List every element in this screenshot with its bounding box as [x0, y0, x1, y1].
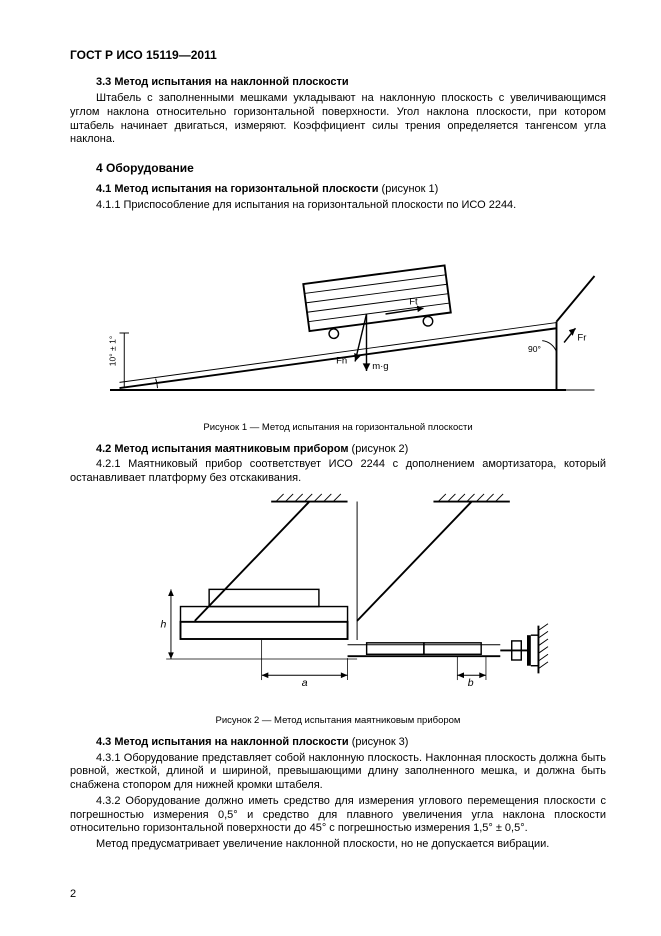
heading-4: 4 Оборудование: [70, 161, 606, 175]
heading-4-1-rest: (рисунок 1): [378, 183, 438, 195]
heading-4-2: 4.2 Метод испытания маятниковым прибором…: [70, 443, 606, 457]
fig1-fr-label: Fr: [577, 332, 586, 343]
figure-1: Ft m·g Fn 10° ± 1° 90° Fr: [70, 219, 606, 414]
fig1-angle-label: 10° ± 1°: [108, 335, 118, 366]
heading-4-3: 4.3 Метод испытания на наклонной плоскос…: [70, 736, 606, 750]
fig1-fn-label: Fn: [336, 355, 347, 366]
figure-2: h a b: [70, 492, 606, 707]
fig2-a-label: a: [302, 677, 308, 689]
fig1-mg-label: m·g: [372, 361, 388, 372]
page-number: 2: [70, 888, 76, 900]
heading-4-2-rest: (рисунок 2): [348, 443, 408, 455]
heading-4-1: 4.1 Метод испытания на горизонтальной пл…: [70, 183, 606, 197]
para-3-3: Штабель с заполненными мешками укладываю…: [70, 92, 606, 147]
standard-header: ГОСТ Р ИСО 15119—2011: [70, 48, 606, 62]
heading-4-3-bold: 4.3 Метод испытания на наклонной плоскос…: [96, 736, 349, 748]
heading-4-2-bold: 4.2 Метод испытания маятниковым прибором: [96, 443, 348, 455]
figure-2-caption: Рисунок 2 — Метод испытания маятниковым …: [70, 715, 606, 726]
para-4-3-1: 4.3.1 Оборудование представляет собой на…: [70, 752, 606, 793]
fig1-ft-label: Ft: [409, 296, 418, 307]
heading-4-1-bold: 4.1 Метод испытания на горизонтальной пл…: [96, 183, 378, 195]
figure-1-svg: Ft m·g Fn 10° ± 1° 90° Fr: [70, 219, 606, 409]
fig1-90-label: 90°: [528, 344, 541, 354]
figure-2-svg: h a b: [70, 492, 606, 702]
figure-1-caption: Рисунок 1 — Метод испытания на горизонта…: [70, 422, 606, 433]
heading-4-3-rest: (рисунок 3): [349, 736, 409, 748]
para-4-1-1: 4.1.1 Приспособление для испытания на го…: [70, 199, 606, 213]
para-4-3-3: Метод предусматривает увеличение наклонн…: [70, 838, 606, 852]
heading-3-3: 3.3 Метод испытания на наклонной плоскос…: [70, 76, 606, 88]
page: ГОСТ Р ИСО 15119—2011 3.3 Метод испытани…: [0, 0, 661, 936]
para-4-2-1: 4.2.1 Маятниковый прибор соответствует И…: [70, 458, 606, 486]
para-4-3-2: 4.3.2 Оборудование должно иметь средство…: [70, 795, 606, 836]
fig2-h-label: h: [160, 618, 166, 630]
fig2-b-label: b: [468, 677, 474, 689]
